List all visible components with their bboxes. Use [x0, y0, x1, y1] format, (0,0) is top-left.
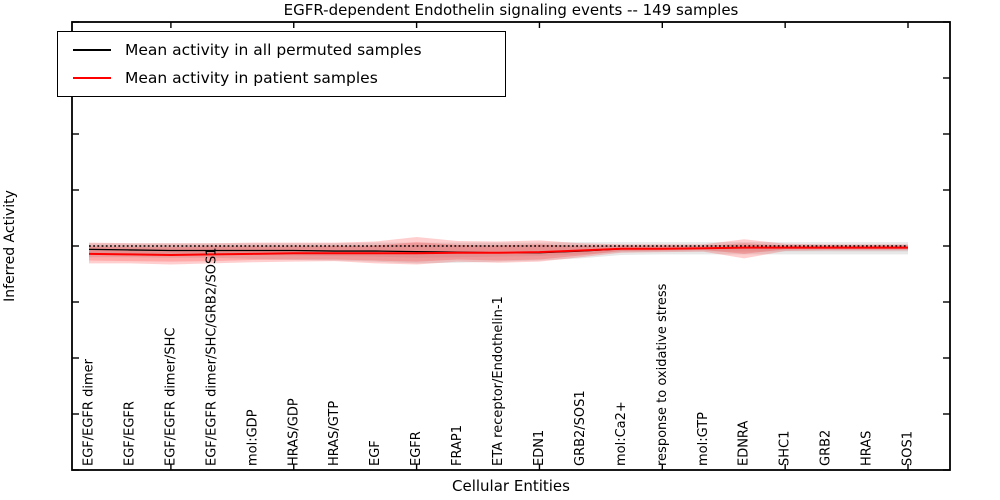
x-category-label: EGF [368, 440, 383, 466]
x-category-label: EGF/EGFR dimer/SHC/GRB2/SOS1 [204, 248, 219, 467]
x-category-label: SOS1 [901, 431, 916, 466]
legend-line-permuted [73, 49, 111, 52]
legend-item-patient: Mean activity in patient samples [73, 69, 505, 87]
x-category-label: mol:GTP [696, 412, 711, 466]
x-category-label: mol:Ca2+ [614, 401, 629, 466]
legend-label-patient: Mean activity in patient samples [125, 68, 378, 87]
x-category-label: GRB2/SOS1 [573, 390, 588, 466]
patient-range-outer-band [89, 237, 908, 265]
legend: Mean activity in all permuted samples Me… [57, 31, 506, 97]
x-category-label: response to oxidative stress [655, 283, 670, 466]
x-axis-label: Cellular Entities [452, 477, 570, 495]
x-category-label: FRAP1 [450, 425, 465, 466]
chart-title: EGFR-dependent Endothelin signaling even… [283, 1, 739, 19]
x-category-label: GRB2 [819, 430, 834, 466]
x-category-label: EGF/EGFR [122, 401, 137, 466]
legend-line-patient [73, 76, 111, 79]
legend-label-permuted: Mean activity in all permuted samples [125, 41, 422, 60]
patient-mean-line [88, 246, 908, 256]
x-category-label: EGFR [409, 431, 424, 466]
x-category-label: ETA receptor/Endothelin-1 [491, 296, 506, 466]
x-category-label: mol:GDP [245, 409, 260, 466]
x-category-label: EDN1 [532, 430, 547, 466]
x-category-label: EDNRA [737, 421, 752, 466]
x-category-label: EGF/EGFR dimer/SHC [163, 328, 178, 466]
x-category-label: SHC1 [778, 431, 793, 466]
x-category-label: HRAS [860, 431, 875, 466]
x-category-label: HRAS/GTP [327, 401, 342, 466]
x-category-label: EGF/EGFR dimer [82, 358, 97, 466]
legend-item-permuted: Mean activity in all permuted samples [73, 41, 505, 59]
x-category-label: HRAS/GDP [286, 398, 301, 466]
y-axis-label: Inferred Activity [2, 190, 18, 302]
